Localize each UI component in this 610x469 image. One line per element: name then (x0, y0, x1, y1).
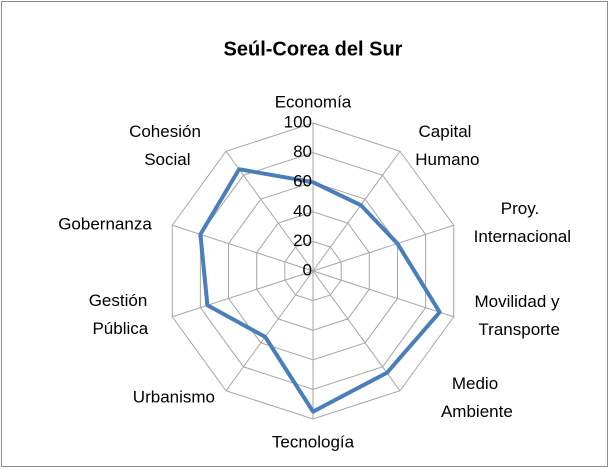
category-label: Medio Ambiente (437, 374, 513, 421)
spoke (312, 270, 401, 392)
category-label: Gobernanza (58, 214, 152, 233)
spoke (172, 224, 314, 272)
category-label: Cohesión Social (129, 122, 201, 169)
axis-tick-label: 40 (293, 201, 312, 220)
axis-tick-label: 0 (303, 260, 312, 279)
category-label: Gestión Pública (88, 291, 149, 338)
category-label: Tecnología (272, 432, 355, 451)
axis-tick-label: 20 (293, 231, 312, 250)
axis-tick-label: 80 (293, 142, 312, 161)
axis-tick-label: 60 (293, 172, 312, 191)
category-label: Movilidad y Transporte (474, 292, 560, 339)
category-label: Urbanismo (133, 387, 215, 406)
spoke (312, 224, 454, 272)
spoke (312, 150, 401, 272)
spoke (225, 270, 314, 392)
spoke (312, 270, 454, 318)
spoke (172, 270, 314, 318)
data-line (198, 167, 442, 414)
category-label: Economía (275, 92, 352, 111)
chart-title: Seúl-Corea del Sur (224, 38, 403, 60)
axis-tick-label: 100 (284, 112, 312, 131)
category-label: Capital Humano (411, 122, 480, 169)
category-label: Proy. Internacional (469, 199, 571, 246)
